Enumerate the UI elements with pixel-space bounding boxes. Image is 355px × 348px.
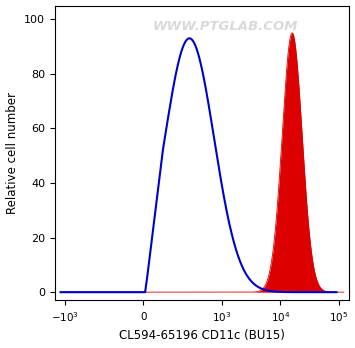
- Text: WWW.PTGLAB.COM: WWW.PTGLAB.COM: [153, 20, 299, 33]
- X-axis label: CL594-65196 CD11c (BU15): CL594-65196 CD11c (BU15): [119, 330, 285, 342]
- Y-axis label: Relative cell number: Relative cell number: [6, 92, 18, 214]
